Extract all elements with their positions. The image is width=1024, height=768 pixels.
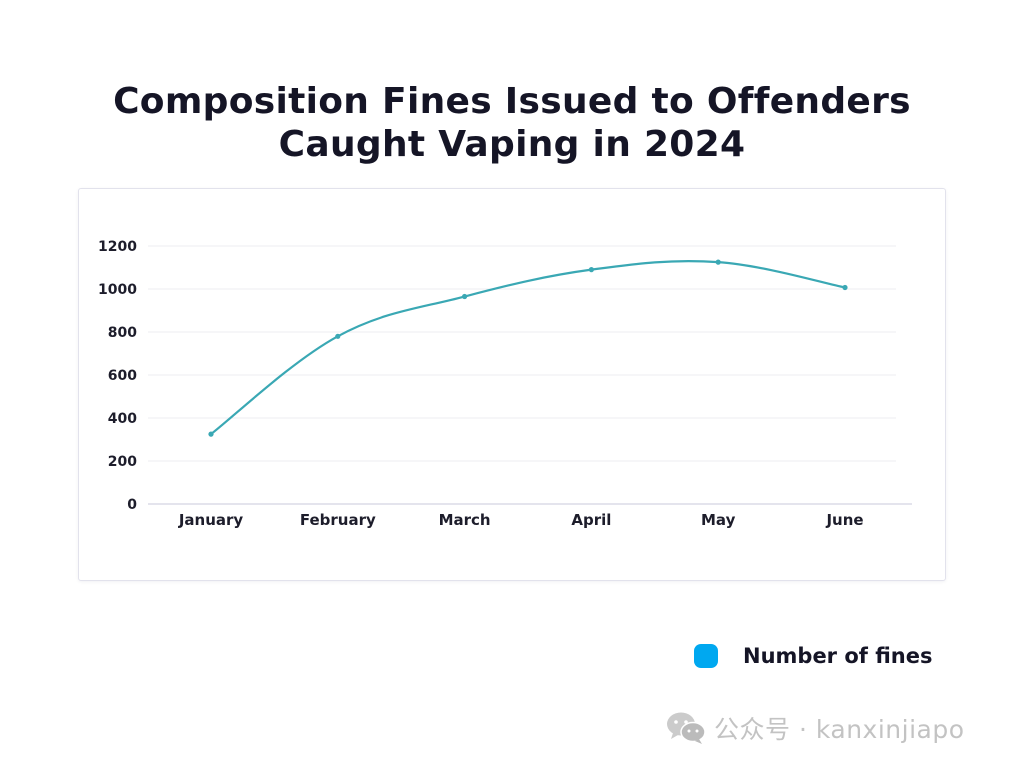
y-tick-label: 1200 bbox=[98, 239, 137, 255]
y-tick-label: 0 bbox=[127, 497, 137, 513]
x-tick-label: June bbox=[825, 511, 863, 529]
legend-label: Number of fines bbox=[743, 644, 933, 668]
y-tick-label: 600 bbox=[108, 368, 137, 384]
y-tick-label: 1000 bbox=[98, 282, 137, 298]
data-points bbox=[208, 259, 848, 437]
data-point bbox=[715, 259, 721, 265]
y-tick-label: 800 bbox=[108, 325, 137, 341]
chart-title: Composition Fines Issued to Offenders Ca… bbox=[0, 80, 1024, 166]
gridlines bbox=[148, 245, 896, 462]
data-point bbox=[842, 284, 848, 291]
legend: Number of fines bbox=[694, 641, 932, 671]
x-tick-label: May bbox=[701, 511, 736, 529]
data-point bbox=[335, 333, 341, 339]
x-tick-label: March bbox=[439, 511, 491, 529]
series-lines bbox=[209, 259, 847, 436]
series-line bbox=[209, 259, 847, 436]
data-point bbox=[588, 267, 595, 273]
legend-swatch bbox=[694, 644, 718, 668]
axes: 0 200 400 600 800 1000 1200 January February Marc… bbox=[98, 239, 912, 529]
data-point bbox=[462, 293, 468, 300]
y-tick-label: 200 bbox=[108, 454, 137, 470]
x-tick-label: January bbox=[178, 511, 244, 529]
chart-card bbox=[78, 188, 946, 581]
wechat-icon bbox=[667, 712, 706, 744]
watermark-text: 公众号 · kanxinjiapo bbox=[714, 715, 965, 744]
watermark: 公众号 · kanxinjiapo bbox=[666, 708, 965, 748]
chart-title-line-1: Composition Fines Issued to Offenders bbox=[113, 81, 911, 122]
x-tick-label: April bbox=[571, 511, 611, 529]
chart-title-line-2: Caught Vaping in 2024 bbox=[278, 124, 746, 165]
data-point bbox=[208, 431, 214, 437]
y-tick-label: 400 bbox=[108, 411, 137, 427]
x-tick-label: February bbox=[300, 511, 376, 529]
